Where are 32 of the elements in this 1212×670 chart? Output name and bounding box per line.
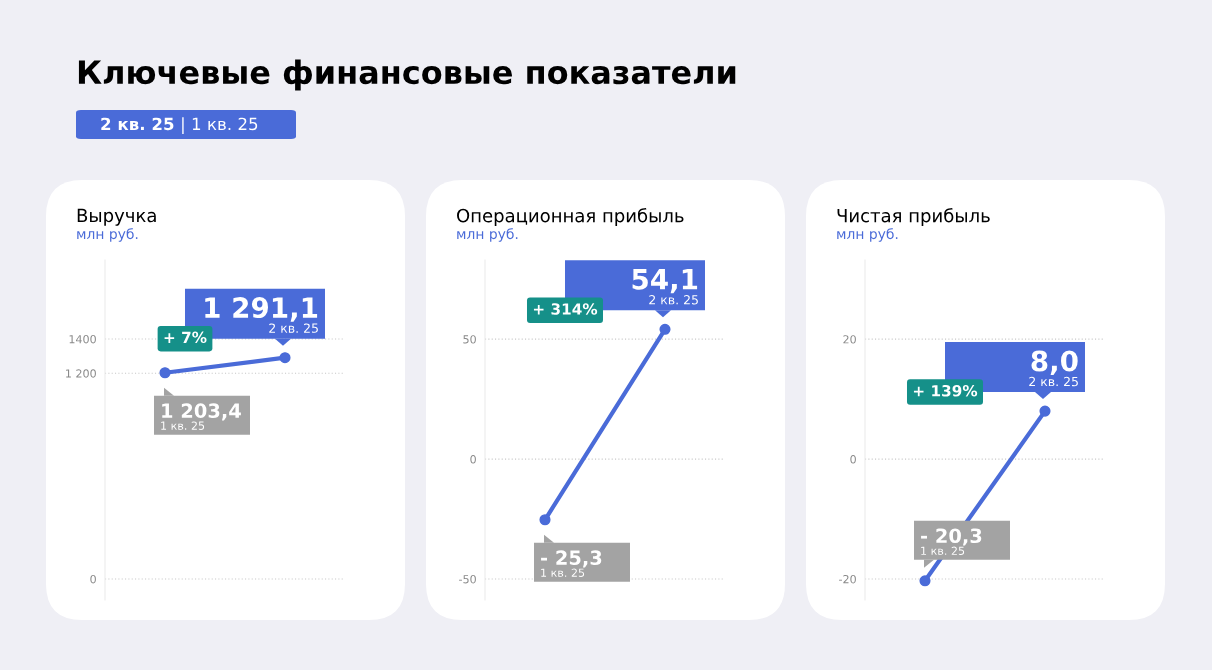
data-label: - 25,3 — [541, 550, 602, 568]
chart-title: Выручка — [77, 208, 156, 226]
chart-subtitle: млн руб. — [837, 228, 898, 242]
data-label: 54,1 — [632, 269, 698, 294]
y-tick-label: 50 — [463, 335, 476, 344]
y-tick-label: 0 — [470, 455, 476, 464]
y-tick-label: 1400 — [69, 335, 96, 344]
chart-subtitle: млн руб. — [457, 228, 518, 242]
y-tick-label: 1 200 — [66, 369, 96, 378]
annotation: 2 кв. 25 — [269, 323, 318, 333]
y-tick-label: 0 — [850, 455, 856, 464]
chart-title: Операционная прибыль — [457, 208, 684, 226]
y-tick-label: -20 — [839, 574, 856, 584]
annotation: 1 кв. 25 — [541, 568, 585, 577]
annotation: + 314% — [533, 303, 598, 315]
data-label: 1 203,4 — [162, 403, 241, 421]
chart-title: Чистая прибыль — [837, 208, 990, 226]
annotation: 2 кв. 25 — [1029, 376, 1078, 387]
chart-subtitle: млн руб. — [77, 228, 138, 242]
annotation: 2 кв. 25 — [649, 295, 698, 305]
annotation: + 7% — [164, 331, 207, 344]
data-label: 1 291,1 — [205, 297, 318, 322]
annotation: + 139% — [913, 384, 978, 397]
y-tick-label: 0 — [90, 574, 96, 584]
annotation: 1 кв. 25 — [921, 546, 965, 555]
text: 2 кв. 25 | 1 кв. 25 — [101, 117, 258, 134]
y-tick-label: 20 — [843, 335, 856, 344]
data-label: 8,0 — [1031, 350, 1078, 376]
annotation: 1 кв. 25 — [161, 421, 205, 430]
data-label: - 20,3 — [921, 528, 982, 546]
y-tick-label: -50 — [459, 574, 476, 584]
text: Ключевые финансовые показатели — [78, 59, 736, 91]
